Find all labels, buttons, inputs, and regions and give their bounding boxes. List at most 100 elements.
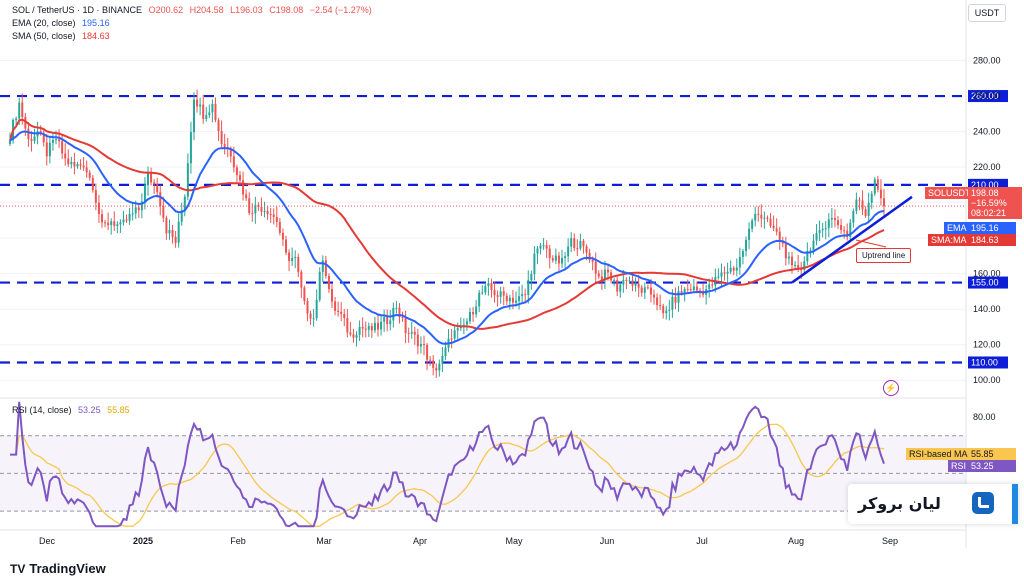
candle-body: [242, 180, 245, 195]
level-price-label: 110.00: [971, 357, 998, 367]
ohlc-change: −2.54 (−1.27%): [309, 5, 372, 15]
candle-body: [309, 313, 312, 319]
candle-body: [521, 294, 524, 297]
candle-body: [346, 318, 349, 333]
candle-body: [840, 224, 843, 231]
candle-body: [321, 260, 324, 273]
candle-body: [481, 292, 484, 294]
rsi-line: [10, 401, 885, 528]
candle-body: [367, 326, 370, 330]
candle-body: [122, 219, 125, 223]
candle-body: [653, 294, 655, 298]
candle-body: [570, 238, 573, 247]
rsi-name-tag: RSI: [948, 460, 970, 472]
candle-body: [272, 214, 275, 217]
candle-body: [646, 287, 649, 289]
candle-body: [410, 331, 413, 334]
uptrend-line: [791, 195, 913, 284]
candle-body: [564, 256, 567, 258]
candle-body: [631, 280, 634, 286]
candle-body: [830, 217, 833, 220]
candle-body: [137, 207, 140, 211]
rsi-value: 53.25: [78, 405, 101, 415]
candle-body: [496, 295, 499, 297]
ema-label: EMA (20, close): [12, 18, 76, 28]
level-price-label: 210.00: [971, 180, 999, 190]
candle-body: [94, 190, 97, 203]
candle-body: [30, 139, 33, 142]
candle-body: [781, 241, 784, 244]
candle-body: [729, 267, 732, 272]
candle-body: [64, 153, 67, 159]
ohlc-low: L196.03: [230, 5, 263, 15]
candle-body: [300, 271, 303, 288]
candle-body: [349, 332, 352, 335]
candle-body: [748, 228, 751, 240]
y-tick-label: 240.00: [973, 127, 1001, 137]
level-price-box: [968, 356, 1008, 369]
candle-body: [883, 198, 885, 207]
candle-body: [616, 280, 619, 292]
candle-body: [797, 265, 800, 270]
candle-body: [116, 224, 119, 226]
candle-body: [502, 291, 505, 296]
candle-body: [855, 199, 858, 211]
candle-body: [760, 214, 763, 219]
candle-body: [199, 104, 202, 107]
candle-body: [515, 300, 517, 303]
candle-body: [444, 347, 447, 357]
candle-body: [235, 167, 238, 176]
candle-body: [656, 297, 659, 306]
candle-body: [177, 221, 180, 243]
candle-body: [548, 248, 551, 259]
candle-body: [358, 326, 361, 335]
ohlc-high: H204.58: [189, 5, 224, 15]
candle-body: [107, 222, 110, 226]
candle-body: [711, 284, 714, 286]
candle-body: [683, 288, 686, 293]
alert-icon[interactable]: ⚡: [883, 380, 899, 396]
candle-body: [821, 228, 824, 231]
candle-body: [429, 359, 432, 361]
rsi-ma-line: [10, 423, 885, 527]
ema-value: 195.16: [82, 18, 110, 28]
candle-body: [229, 149, 232, 157]
candle-body: [45, 142, 48, 157]
candle-body: [738, 256, 741, 268]
candle-body: [275, 216, 278, 222]
level-price-box: [968, 90, 1008, 103]
tradingview-wordmark: TradingView: [29, 561, 106, 576]
candle-body: [649, 287, 652, 295]
rsi-ma-value: 55.85: [107, 405, 130, 415]
legend-symbol-row: SOL / TetherUS · 1D · BINANCE O200.62 H2…: [12, 5, 376, 16]
candle-body: [143, 185, 146, 202]
candle-body: [343, 313, 346, 319]
candle-body: [82, 165, 85, 168]
currency-button[interactable]: USDT: [968, 4, 1006, 22]
candle-body: [364, 328, 367, 330]
candle-body: [263, 210, 266, 212]
candle-body: [469, 311, 471, 322]
candle-body: [858, 199, 861, 201]
candle-body: [873, 179, 876, 194]
candles: [9, 89, 885, 378]
candle-body: [637, 283, 640, 288]
candle-body: [245, 194, 248, 199]
candle-body: [260, 206, 263, 212]
candle-body: [73, 161, 76, 167]
candle-body: [622, 279, 625, 285]
candle-body: [419, 343, 422, 347]
candle-body: [331, 289, 333, 302]
candle-body: [413, 331, 416, 335]
candle-body: [634, 283, 637, 286]
candle-body: [493, 290, 496, 296]
candle-body: [168, 230, 171, 234]
candle-body: [380, 321, 383, 330]
x-tick-label: Jun: [600, 536, 615, 546]
level-price-label: 155.00: [971, 278, 999, 288]
candle-body: [536, 248, 539, 254]
candle-body: [591, 259, 594, 262]
candle-body: [426, 344, 429, 360]
candle-body: [613, 280, 616, 282]
